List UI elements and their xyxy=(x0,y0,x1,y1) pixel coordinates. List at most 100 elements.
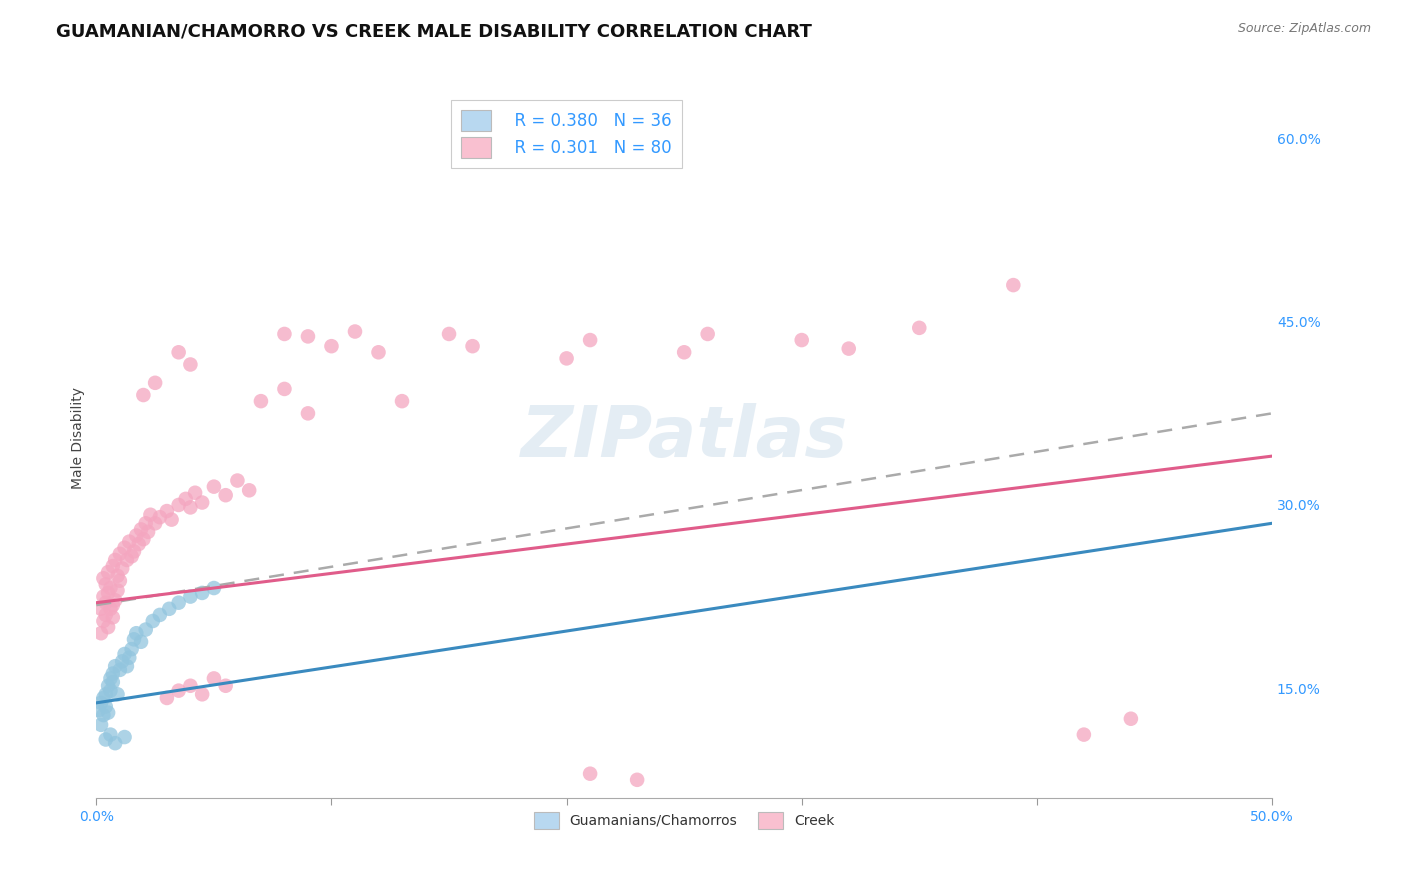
Point xyxy=(143,516,166,531)
Point xyxy=(297,329,319,343)
Point xyxy=(132,532,155,546)
Point xyxy=(125,626,148,640)
Point xyxy=(149,510,172,524)
Point xyxy=(202,581,225,595)
Point xyxy=(343,325,366,339)
Point xyxy=(108,663,131,677)
Point xyxy=(108,574,131,588)
Point xyxy=(104,736,127,750)
Point xyxy=(135,623,157,637)
Point xyxy=(107,583,129,598)
Point xyxy=(391,394,413,409)
Point xyxy=(156,504,179,518)
Point xyxy=(104,659,127,673)
Legend: Guamanians/Chamorros, Creek: Guamanians/Chamorros, Creek xyxy=(529,806,841,834)
Point xyxy=(100,672,122,686)
Point xyxy=(191,687,214,701)
Point xyxy=(238,483,260,498)
Point xyxy=(101,666,124,681)
Point xyxy=(132,388,155,402)
Point xyxy=(838,342,860,356)
Point xyxy=(118,534,141,549)
Point xyxy=(101,675,124,690)
Point xyxy=(94,732,117,747)
Point xyxy=(100,683,122,698)
Point xyxy=(321,339,343,353)
Point xyxy=(179,679,201,693)
Point xyxy=(367,345,389,359)
Point xyxy=(93,614,115,628)
Y-axis label: Male Disability: Male Disability xyxy=(72,387,86,489)
Point xyxy=(104,593,127,607)
Point xyxy=(114,730,136,744)
Point xyxy=(167,596,190,610)
Point xyxy=(107,569,129,583)
Point xyxy=(97,586,120,600)
Point xyxy=(179,590,201,604)
Point xyxy=(94,687,117,701)
Point xyxy=(1002,278,1025,293)
Point xyxy=(125,528,148,542)
Point xyxy=(297,406,319,420)
Point xyxy=(167,345,190,359)
Point xyxy=(143,376,166,390)
Point xyxy=(202,672,225,686)
Point xyxy=(101,559,124,574)
Point xyxy=(179,500,201,515)
Point xyxy=(142,614,165,628)
Point xyxy=(157,602,180,616)
Point xyxy=(118,650,141,665)
Point xyxy=(273,326,295,341)
Point xyxy=(101,598,124,612)
Point xyxy=(104,553,127,567)
Point xyxy=(93,590,115,604)
Point xyxy=(202,480,225,494)
Point xyxy=(90,718,112,732)
Point xyxy=(100,728,122,742)
Text: ZIPatlas: ZIPatlas xyxy=(520,403,848,472)
Point xyxy=(108,547,131,561)
Point xyxy=(579,333,602,347)
Point xyxy=(673,345,696,359)
Point xyxy=(226,474,249,488)
Point xyxy=(94,607,117,622)
Point xyxy=(135,516,157,531)
Point xyxy=(100,602,122,616)
Point xyxy=(129,634,152,648)
Point xyxy=(90,602,112,616)
Point xyxy=(97,706,120,720)
Point xyxy=(115,553,138,567)
Point xyxy=(97,565,120,579)
Point xyxy=(179,358,201,372)
Point xyxy=(215,488,238,502)
Point xyxy=(97,620,120,634)
Point xyxy=(437,326,460,341)
Point xyxy=(93,571,115,585)
Point xyxy=(696,326,718,341)
Point xyxy=(250,394,273,409)
Point xyxy=(174,491,197,506)
Point xyxy=(122,632,145,647)
Point xyxy=(908,321,931,335)
Point xyxy=(121,642,143,657)
Point xyxy=(121,549,143,564)
Point xyxy=(93,708,115,723)
Point xyxy=(626,772,648,787)
Point xyxy=(461,339,484,353)
Point xyxy=(90,696,112,710)
Point xyxy=(167,498,190,512)
Point xyxy=(191,495,214,509)
Point xyxy=(100,581,122,595)
Point xyxy=(156,690,179,705)
Point xyxy=(215,679,238,693)
Point xyxy=(149,607,172,622)
Point xyxy=(139,508,162,522)
Point xyxy=(114,541,136,555)
Point xyxy=(1073,728,1095,742)
Point xyxy=(111,654,134,668)
Point xyxy=(555,351,578,366)
Point xyxy=(273,382,295,396)
Point xyxy=(790,333,813,347)
Point xyxy=(87,703,110,717)
Point xyxy=(107,687,129,701)
